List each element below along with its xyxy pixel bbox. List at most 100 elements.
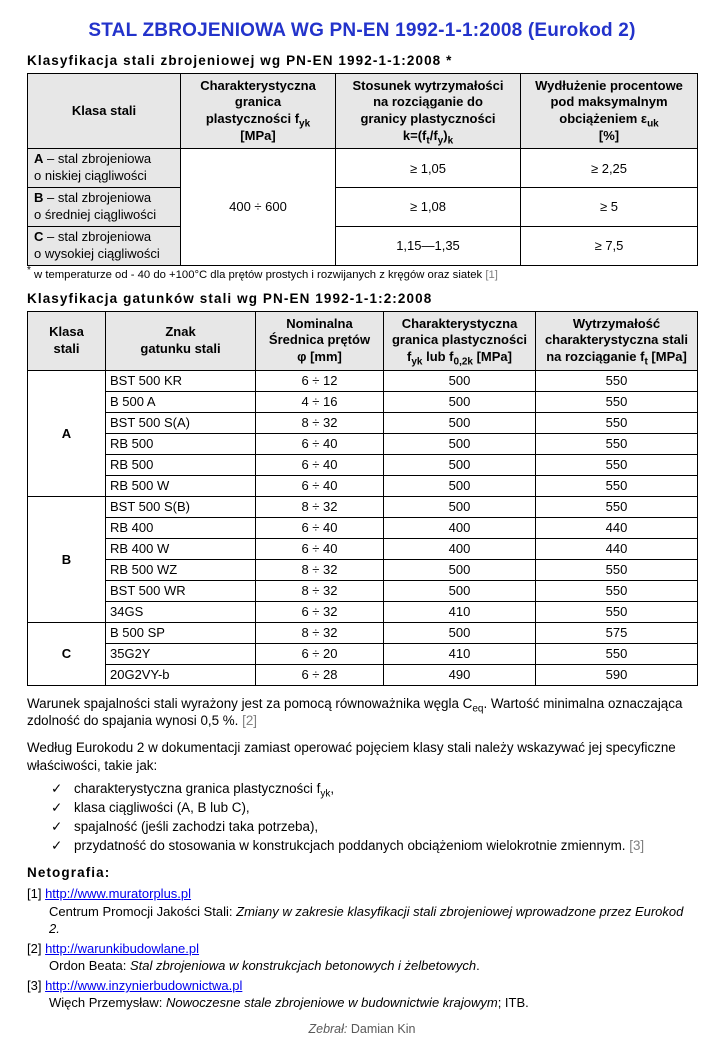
reference-description: Ordon Beata: Stal zbrojeniowa w konstruk… (49, 957, 697, 974)
yield-cell: 500 (383, 390, 536, 413)
section2-heading: Klasyfikacja gatunków stali wg PN-EN 199… (27, 290, 433, 306)
diameter-cell: 6 ÷ 20 (255, 642, 384, 665)
checklist-item-text: klasa ciągliwości (A, B lub C), (74, 800, 250, 816)
reference-description: Więch Przemysław: Nowoczesne stale zbroj… (49, 994, 697, 1011)
diameter-cell: 6 ÷ 40 (255, 432, 384, 455)
grade-name-cell: B 500 A (105, 390, 256, 413)
grade-name-cell: RB 400 (105, 516, 256, 539)
tensile-cell: 550 (535, 369, 698, 392)
grade-row: A BST 500 KR 6 ÷ 12 500 550 (27, 369, 698, 497)
reference-link[interactable]: http://www.inzynierbudownictwa.pl (45, 978, 243, 994)
tensile-cell: 550 (535, 390, 698, 413)
diameter-cell: 8 ÷ 32 (255, 621, 384, 644)
footnote: * w temperaturze od - 40 do +100°C dla p… (27, 264, 498, 281)
grade-name-cell: BST 500 S(B) (105, 495, 256, 518)
checklist-item-text: spajalność (jeśli zachodzi taka potrzeba… (74, 819, 319, 835)
reference-marker: [1] (27, 886, 46, 902)
diameter-cell: 6 ÷ 28 (255, 663, 384, 686)
yield-cell: 400 (383, 516, 536, 539)
reference-author: . (476, 958, 480, 974)
section1-heading: Klasyfikacja stali zbrojeniowej wg PN-EN… (27, 52, 453, 68)
grade-name-cell: RB 500 (105, 453, 256, 476)
weldability-paragraph: Warunek spajalności stali wyrażony jest … (27, 695, 683, 729)
elongation-cell: ≥ 5 (520, 187, 698, 227)
yield-cell: 410 (383, 600, 536, 623)
checklist-item: ✓ spajalność (jeśli zachodzi taka potrzeb… (51, 817, 697, 836)
grade-row: RB 500 WZ 8 ÷ 32 500 550 (28, 558, 698, 581)
grade-name-cell: 35G2Y (105, 642, 256, 665)
t2-header-diameter: Nominalna Średnica prętów φ [mm] (255, 310, 384, 371)
t1-header-yield: Charakterystyczna granica plastyczności fy… (180, 72, 336, 150)
yield-cell: 500 (383, 558, 536, 581)
checklist: ✓ charakterystyczna granica plastyczności… (51, 779, 697, 855)
tensile-cell: 550 (535, 453, 698, 476)
reference-item: [1] http://www.muratorplus.pl Centrum Pro… (27, 885, 697, 936)
ratio-cell: 1,15—1,35 (335, 225, 521, 266)
diameter-cell: 6 ÷ 32 (255, 600, 384, 623)
grade-row: BST 500 WR 8 ÷ 32 500 550 (28, 579, 698, 602)
t1-header-class: Klasa stali (27, 72, 181, 150)
diameter-cell: 8 ÷ 32 (255, 495, 384, 518)
tensile-cell: 550 (535, 579, 698, 602)
grades-header-row: Klasa stali Znak gatunku stali Nominalna Śr… (27, 310, 698, 371)
yield-cell: 500 (383, 495, 536, 518)
reference-marker: [2] (27, 940, 46, 956)
diameter-cell: 6 ÷ 40 (255, 453, 384, 476)
reference-author: Ordon Beata: (49, 958, 130, 974)
diameter-cell: 8 ÷ 32 (255, 579, 384, 602)
steel-class-header-row: Klasa stali Charakterystyczna granica plas… (27, 72, 698, 150)
yield-cell: 400 (383, 537, 536, 560)
tensile-cell: 550 (535, 558, 698, 581)
reference-author: Centrum Promocji Jakości Stali: (49, 903, 237, 919)
reference-author: Więch Przemysław: (49, 995, 167, 1011)
reference-work-title: Stal zbrojeniowa w konstrukcjach betonow… (129, 958, 477, 974)
tensile-cell: 575 (535, 621, 698, 644)
yield-cell: 500 (383, 411, 536, 434)
t1-header-ratio: Stosunek wytrzymałości na rozciąganie do g… (335, 72, 521, 150)
steel-class-row: A – stal zbrojeniowa o niskiej ciągliwośc… (27, 148, 698, 266)
reference-marker: [3] (27, 978, 46, 994)
grade-name-cell: RB 500 W (105, 474, 256, 497)
grade-row: RB 400 6 ÷ 40 400 440 (28, 516, 698, 539)
tensile-cell: 550 (535, 474, 698, 497)
reference-link[interactable]: http://www.muratorplus.pl (45, 886, 192, 902)
reference-link[interactable]: http://warunkibudowlane.pl (45, 940, 200, 956)
diameter-cell: 6 ÷ 40 (255, 516, 384, 539)
grade-row: RB 500 6 ÷ 40 500 550 (28, 432, 698, 455)
reference-work-title: Zmiany w zakresie klasyfikacji stali zbr… (49, 903, 684, 936)
elongation-cell: ≥ 7,5 (520, 225, 698, 266)
checklist-item: ✓ charakterystyczna granica plastyczności… (51, 779, 697, 800)
yield-cell: 500 (383, 621, 536, 644)
tensile-cell: 550 (535, 600, 698, 623)
grade-row: 35G2Y 6 ÷ 20 410 550 (28, 642, 698, 665)
yield-cell: 500 (383, 579, 536, 602)
reference-item: [2] http://warunkibudowlane.pl Ordon Beat… (27, 940, 697, 974)
reference-link-line: [3] http://www.inzynierbudownictwa.pl (27, 977, 697, 994)
t2-header-grade: Znak gatunku stali (105, 310, 256, 371)
reference-description: Centrum Promocji Jakości Stali: Zmiany w… (49, 903, 697, 937)
diameter-cell: 6 ÷ 40 (255, 474, 384, 497)
checklist-item: ✓ przydatność do stosowania w konstrukcja… (51, 836, 697, 855)
tensile-cell: 550 (535, 495, 698, 518)
checklist-item-text: charakterystyczna granica plastyczności … (74, 781, 335, 800)
diameter-cell: 8 ÷ 32 (255, 558, 384, 581)
class-description-cell: B – stal zbrojeniowa o średniej ciągliwoś… (27, 187, 181, 227)
tensile-cell: 550 (535, 432, 698, 455)
check-icon: ✓ (51, 800, 63, 816)
t2-header-class: Klasa stali (27, 310, 106, 371)
check-icon: ✓ (51, 838, 63, 854)
class-letter-cell: C (27, 621, 106, 686)
class-letter-cell: A (27, 369, 106, 497)
steel-class-table: Klasa stali Charakterystyczna granica plas… (27, 72, 698, 266)
t1-header-elongation: Wydłużenie procentowe pod maksymalnym obci… (520, 72, 698, 150)
checklist-item: ✓ klasa ciągliwości (A, B lub C), (51, 798, 697, 817)
yield-cell: 500 (383, 369, 536, 392)
steel-class-table-body: A – stal zbrojeniowa o niskiej ciągliwośc… (27, 148, 698, 266)
grades-table: Klasa stali Znak gatunku stali Nominalna Śr… (27, 310, 698, 686)
yield-cell: 500 (383, 453, 536, 476)
diameter-cell: 6 ÷ 12 (255, 369, 384, 392)
